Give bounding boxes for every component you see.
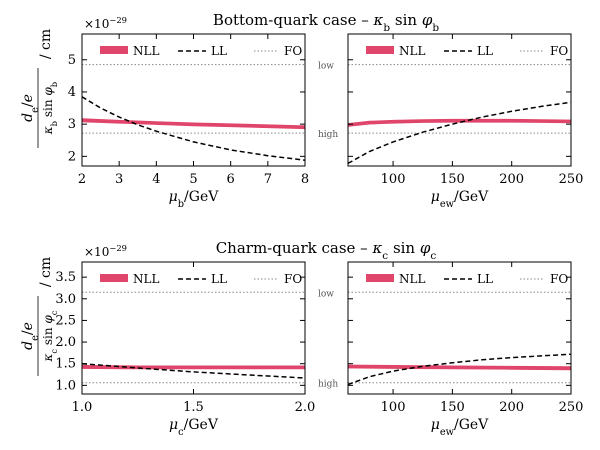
y-scale-exponent: ×10−29 — [84, 243, 127, 259]
y-label-unit: / cm — [38, 257, 54, 287]
x-tick-label: 200 — [499, 172, 524, 187]
legend-nll-label: NLL — [133, 272, 159, 286]
y-tick-label: 3.5 — [55, 270, 76, 285]
ll-dashed-line — [347, 101, 572, 165]
x-tick-label: 4 — [152, 172, 160, 187]
plot-frame — [347, 33, 572, 167]
x-tick-label: 2.0 — [295, 400, 316, 415]
x-tick-label: 150 — [440, 172, 465, 187]
x-tick-label: 100 — [381, 400, 406, 415]
ll-dashed-line — [81, 362, 306, 379]
legend-nll-label: NLL — [399, 272, 425, 286]
legend-ll-label: LL — [477, 272, 493, 286]
y-tick-label: 1.0 — [55, 378, 76, 393]
legend-nll-swatch — [366, 46, 394, 54]
case-title: Charm-quark case – κc sin φc — [216, 239, 437, 262]
fo-high-label: high — [318, 380, 338, 390]
x-tick-label: 1.5 — [183, 400, 204, 415]
x-tick-label: 6 — [227, 172, 235, 187]
x-axis-label: μc/GeV — [169, 417, 219, 438]
fo-low-label: low — [318, 62, 334, 72]
y-scale-exponent: ×10−29 — [84, 15, 127, 31]
y-axis-label: de/eκb sin φb / cm — [20, 29, 59, 148]
x-tick-label: 2 — [78, 172, 86, 187]
x-axis-label: μew/GeV — [431, 189, 489, 210]
y-tick-label: 2 — [68, 149, 76, 164]
legend-ll-label: LL — [477, 44, 493, 58]
legend-nll-label: NLL — [133, 44, 159, 58]
y-tick-label: 2.0 — [55, 335, 76, 350]
x-tick-label: 250 — [559, 172, 584, 187]
y-label-denominator: κb sin φb — [41, 82, 59, 135]
fo-low-label: low — [318, 289, 334, 299]
legend-fo-label: FO — [550, 272, 568, 286]
y-tick-label: 5 — [68, 53, 76, 68]
plot-frame — [347, 261, 572, 395]
y-tick-label: 1.5 — [55, 357, 76, 372]
x-tick-label: 200 — [499, 400, 524, 415]
y-label-numerator: de/e — [20, 322, 41, 350]
y-tick-label: 4 — [68, 85, 76, 100]
nll-band — [81, 118, 306, 130]
y-tick-label: 2.5 — [55, 313, 76, 328]
y-label-denominator: κc sin φc — [41, 310, 59, 362]
x-tick-label: 150 — [440, 400, 465, 415]
x-tick-label: 1.0 — [72, 400, 93, 415]
chart-panel-bottom-left: 2 3 4 5 6 7 8 2 3 4 5 NLL LL FO μb/GeV ×10−29 de/eκb sin… — [20, 11, 439, 210]
ll-dashed-line — [347, 353, 572, 386]
legend-fo-label: FO — [550, 44, 568, 58]
x-tick-label: 7 — [264, 172, 272, 187]
legend-fo-label: FO — [284, 272, 302, 286]
legend-ll-label: LL — [211, 272, 227, 286]
legend-nll-swatch — [100, 274, 128, 282]
case-title: Bottom-quark case – κb sin φb — [213, 11, 439, 34]
x-tick-label: 3 — [115, 172, 123, 187]
y-tick-label: 3.0 — [55, 292, 76, 307]
legend-ll-label: LL — [211, 44, 227, 58]
legend-nll-swatch — [366, 274, 394, 282]
chart-panel-charm-left: 1.0 1.5 2.0 1.0 1.5 2.0 2.5 3.0 3.5 NLL LL FO μc/GeV… — [20, 239, 436, 438]
x-tick-label: 100 — [381, 172, 406, 187]
x-axis-label: μb/GeV — [169, 189, 220, 210]
legend-nll-swatch — [100, 46, 128, 54]
chart-panel-charm-right: 100 150 200 250 low high NLL LL FO μew/GeV — [318, 261, 584, 438]
chart-panel-bottom-right: 100 150 200 250 low high NLL LL FO μew/GeV — [318, 33, 584, 210]
legend-nll-label: NLL — [399, 44, 425, 58]
legend-fo-label: FO — [284, 44, 302, 58]
x-tick-label: 250 — [559, 400, 584, 415]
x-axis-label: μew/GeV — [431, 417, 489, 438]
x-tick-label: 5 — [189, 172, 197, 187]
nll-band — [347, 364, 572, 371]
nll-band — [347, 118, 572, 127]
fo-high-label: high — [318, 130, 338, 140]
x-tick-label: 8 — [301, 172, 309, 187]
y-label-unit: / cm — [38, 29, 54, 59]
ll-dashed-line — [81, 96, 306, 161]
y-axis-label: de/eκc sin φc / cm — [20, 257, 59, 376]
y-tick-label: 3 — [68, 117, 76, 132]
y-label-numerator: de/e — [20, 94, 41, 122]
